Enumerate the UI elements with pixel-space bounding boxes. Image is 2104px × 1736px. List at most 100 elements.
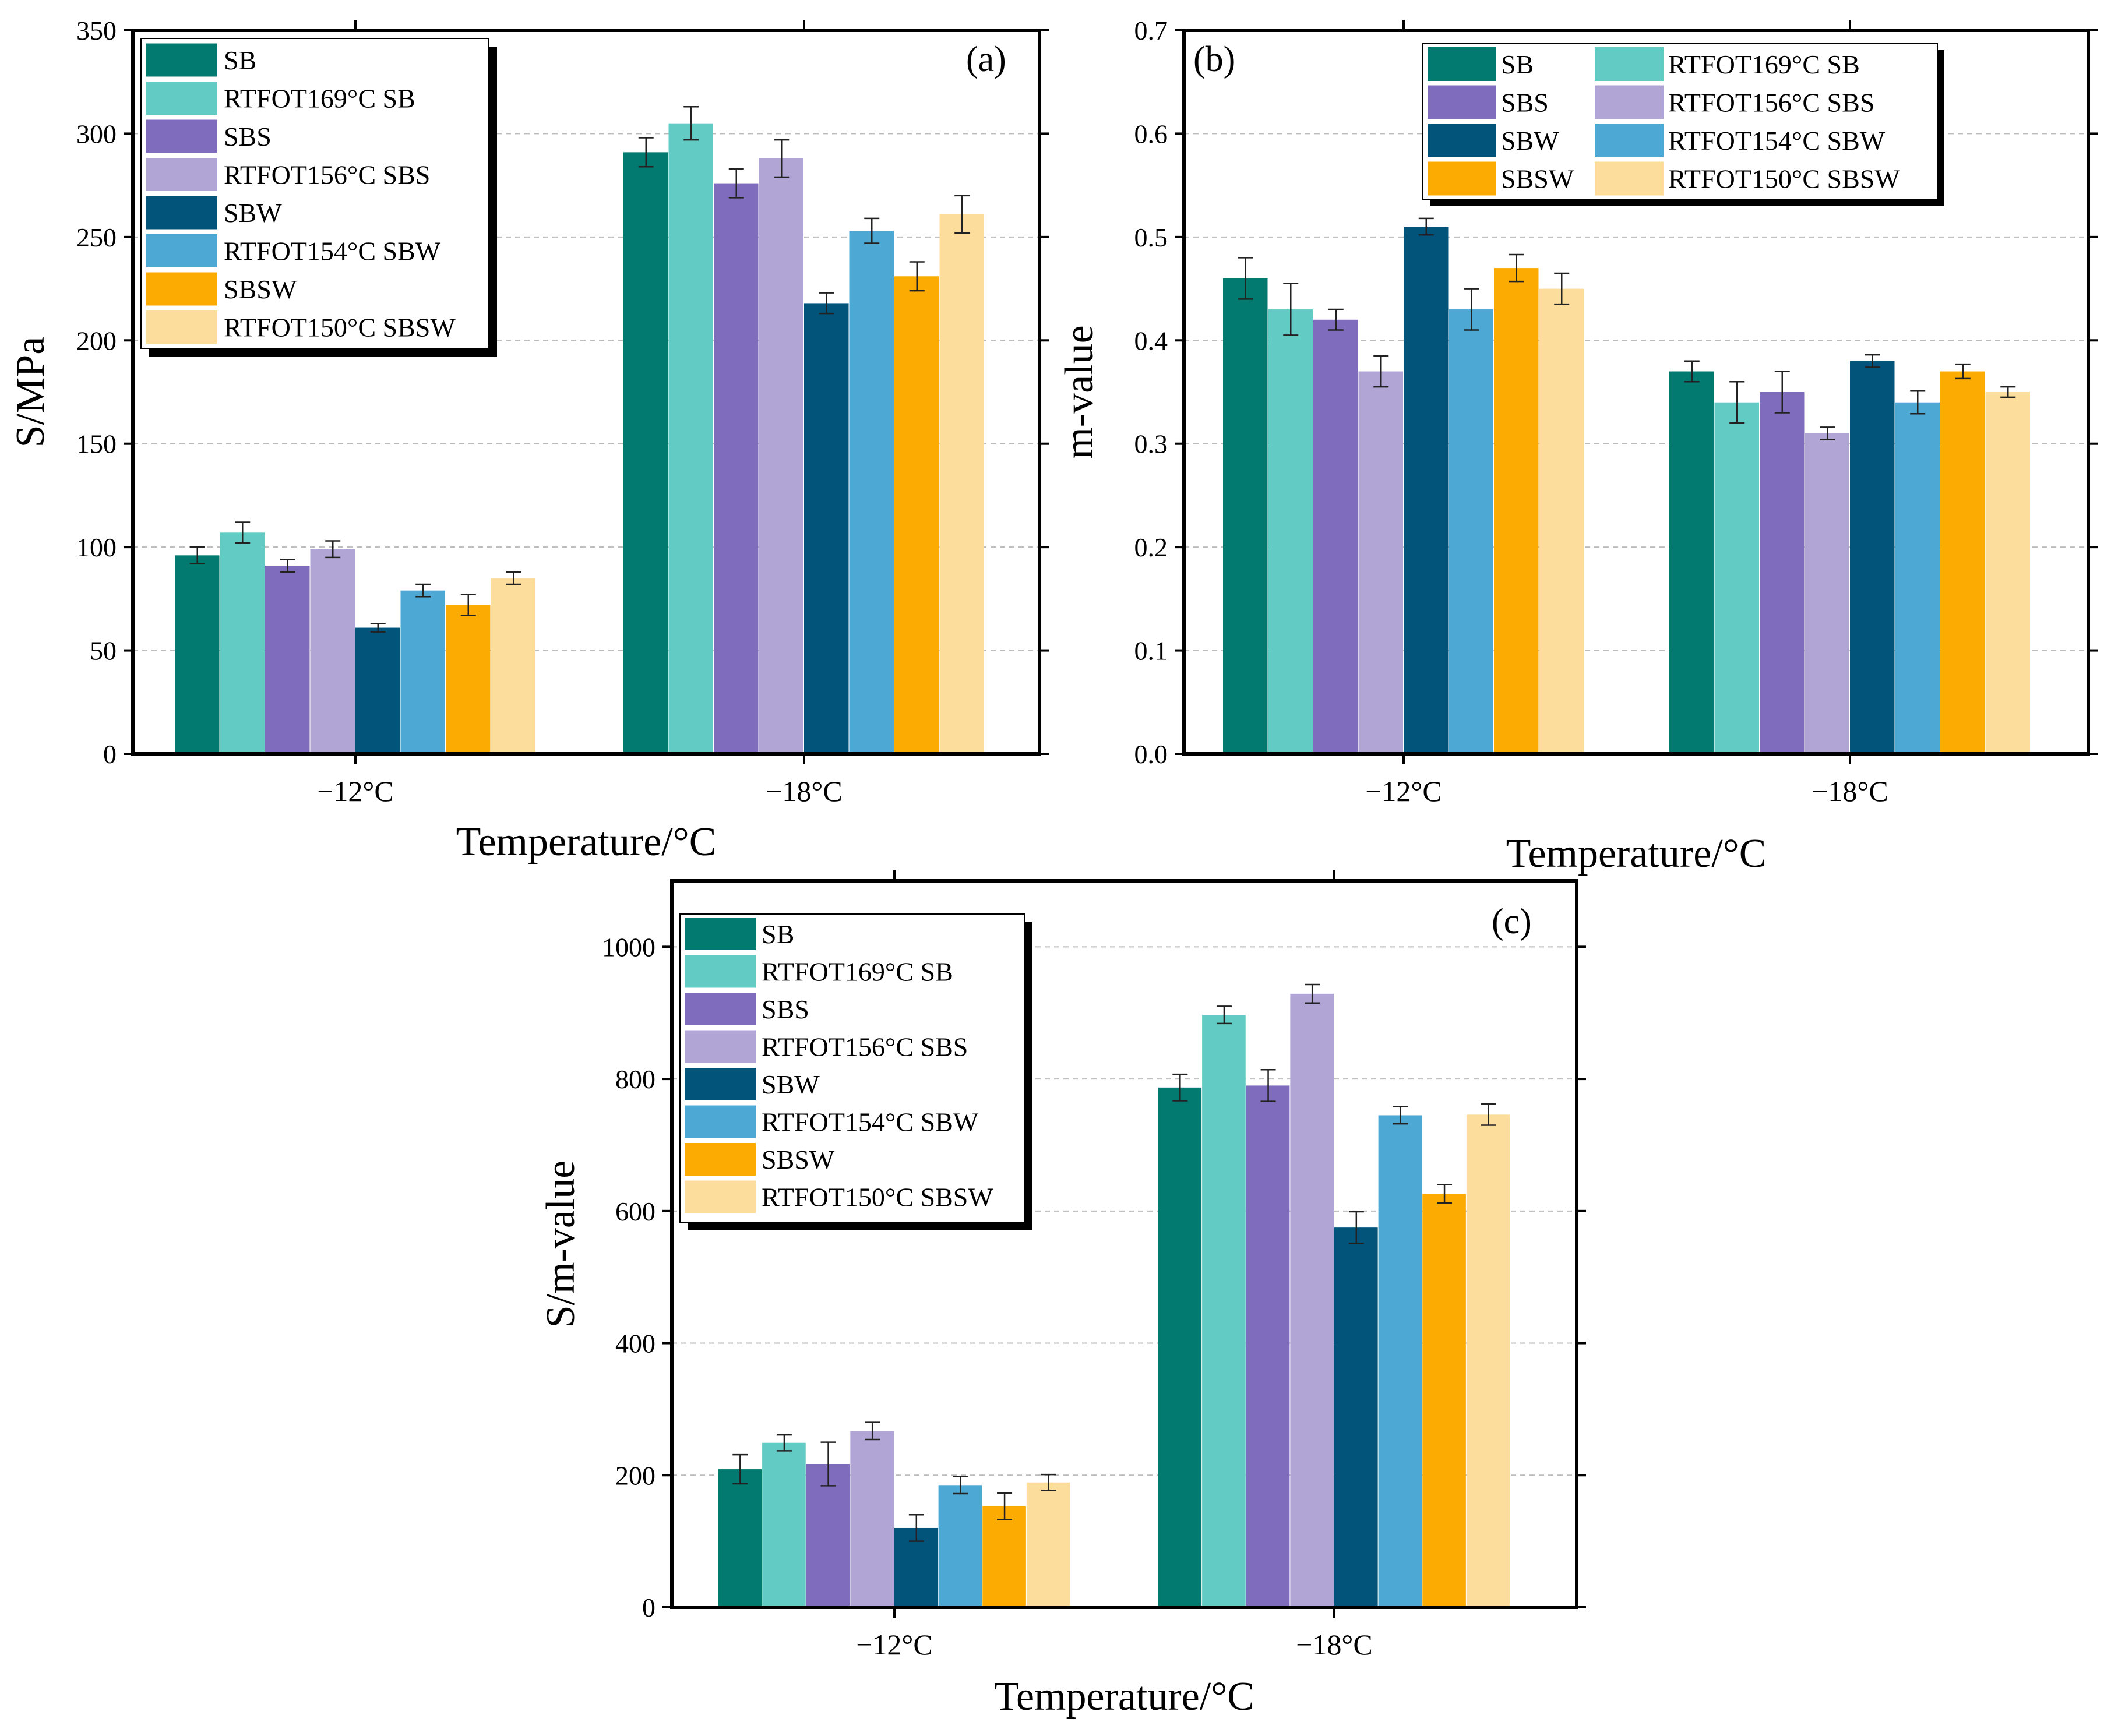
legend-label: RTFOT154°C SBW [1668, 126, 1886, 156]
panel-a-frame [131, 29, 1041, 756]
bar-rtfot150c-sbsw-12c [1539, 288, 1584, 754]
bar-sbs-12c [806, 1464, 850, 1607]
error-bar-sbs-12c [1328, 308, 1344, 331]
y-tick-label: 0.7 [1134, 16, 1168, 45]
bar-sb-18c [623, 152, 668, 754]
error-bar-sb-12c [732, 1453, 748, 1485]
panel-c-chart: 0 200 400 600 800 1000 −12°C −18°C Temperature/°… [538, 870, 1586, 1719]
error-bar-rtfot150c-sbsw-18c [954, 195, 970, 234]
error-bar-rtfot150c-sbsw-18c [2000, 386, 2016, 398]
legend-swatch [1595, 124, 1664, 157]
error-bar-rtfot169c-sb-18c [1216, 1005, 1232, 1025]
legend: SB RTFOT169°C SB SBS RTFOT156°C SBS SBW RTFOT… [679, 913, 1032, 1230]
legend-swatch [685, 1030, 756, 1063]
legend-label: SBSW [224, 274, 297, 304]
bar-sb-18c [1158, 1087, 1202, 1607]
legend-swatch [146, 43, 217, 77]
bar-sbsw-18c [1422, 1194, 1466, 1607]
y-tick-label: 100 [76, 532, 117, 562]
legend-item-sbw: SBW [146, 196, 282, 230]
legend-item-rtfot154c-sbw: RTFOT154°C SBW [685, 1105, 979, 1138]
bar-sb-18c [1669, 371, 1714, 754]
bar-rtfot156c-sbs-18c [759, 158, 803, 754]
bar-rtfot150c-sbsw-12c [1026, 1482, 1070, 1607]
bar-sbs-18c [1760, 392, 1805, 754]
legend-item-sbs: SBS [146, 119, 272, 153]
legend-item-sb: SB [146, 43, 256, 77]
error-bar-sbw-12c [908, 1514, 924, 1542]
y-tick-label: 250 [76, 223, 117, 252]
bar-rtfot150c-sbsw-18c [939, 214, 984, 754]
legend-swatch [146, 272, 217, 306]
panel-c-frame [670, 879, 1578, 1609]
error-bar-sbs-18c [1774, 371, 1790, 414]
bar-sb-12c [175, 555, 220, 754]
y-tick-label: 50 [90, 636, 117, 666]
bar-sbw-18c [804, 303, 849, 754]
x-axis-title: Temperature/°C [456, 820, 717, 865]
legend-swatch [1595, 161, 1664, 196]
error-bar-sb-18c [1684, 360, 1700, 383]
legend-swatch [1428, 161, 1496, 196]
legend-swatch [146, 196, 217, 230]
bar-sbsw-12c [1494, 268, 1539, 754]
error-bar-sbsw-12c [997, 1492, 1013, 1520]
y-tick-label: 0.1 [1134, 636, 1168, 666]
bar-rtfot156c-sbs-12c [1358, 371, 1403, 754]
legend-swatch [685, 993, 756, 1025]
error-bar-rtfot169c-sb-12c [776, 1434, 792, 1452]
legend-item-sbs: SBS [1428, 85, 1549, 119]
y-tick-label: 0.4 [1134, 326, 1168, 355]
error-bar-sbs-12c [820, 1441, 836, 1487]
y-tick-label: 150 [76, 429, 117, 459]
bar-rtfot169c-sb-12c [1268, 309, 1313, 754]
legend-item-rtfot156c-sbs: RTFOT156°C SBS [685, 1030, 968, 1063]
bar-sbsw-12c [982, 1506, 1026, 1607]
y-tick-label: 200 [615, 1460, 655, 1490]
legend-item-rtfot156c-sbs: RTFOT156°C SBS [1595, 85, 1874, 119]
error-bar-sbw-12c [1418, 217, 1434, 236]
bar-sbsw-12c [446, 605, 491, 754]
legend-label: SBS [762, 994, 809, 1024]
bar-rtfot154c-sbw-18c [849, 231, 894, 754]
bar-sbs-12c [1313, 319, 1358, 754]
legend-label: RTFOT156°C SBS [1668, 88, 1874, 118]
legend-label: SB [224, 45, 256, 75]
error-bar-sb-18c [1172, 1073, 1188, 1102]
legend-swatch [685, 918, 756, 950]
bar-rtfot156c-sbs-18c [1805, 433, 1849, 754]
legend-swatch [1595, 85, 1664, 119]
bar-rtfot150c-sbsw-18c [1466, 1114, 1510, 1607]
error-bar-rtfot156c-sbs-18c [1305, 983, 1320, 1004]
legend-label: SBW [1501, 126, 1559, 156]
error-bar-sb-18c [638, 137, 654, 168]
panel-label: (a) [966, 40, 1006, 79]
legend-label: SBW [762, 1070, 820, 1099]
error-bar-sb-12c [1238, 257, 1253, 300]
legend-swatch [1428, 124, 1496, 157]
legend-label: SBS [224, 122, 272, 151]
y-tick-label: 0.6 [1134, 119, 1168, 149]
bar-rtfot154c-sbw-12c [938, 1485, 982, 1607]
bar-rtfot156c-sbs-12c [310, 549, 355, 754]
bar-rtfot150c-sbsw-18c [1985, 392, 2030, 754]
panel-b-chart: 0.0 0.1 0.2 0.3 0.4 0.5 0.6 0.7 −12°C −18°C Temper… [1057, 16, 2098, 876]
bar-sbs-18c [714, 183, 759, 754]
bar-rtfot154c-sbw-12c [1449, 309, 1493, 754]
error-bar-sbw-18c [1348, 1211, 1364, 1244]
legend-item-rtfot169c-sb: RTFOT169°C SB [685, 955, 953, 988]
legend-label: SBW [224, 198, 282, 228]
error-bar-rtfot150c-sbsw-12c [506, 571, 521, 585]
y-axis-title: m-value [1057, 325, 1102, 458]
bar-sb-12c [718, 1469, 762, 1607]
error-bar-sbw-12c [370, 623, 386, 633]
legend-swatch [685, 1105, 756, 1138]
legend-swatch [1595, 47, 1664, 81]
legend-item-sb: SB [1428, 47, 1534, 81]
legend-item-rtfot169c-sb: RTFOT169°C SB [1595, 47, 1860, 81]
y-tick-label: 600 [615, 1197, 655, 1226]
error-bar-sbs-12c [280, 559, 295, 573]
error-bar-rtfot154c-sbw-12c [953, 1476, 968, 1495]
bar-sbs-18c [1246, 1085, 1290, 1607]
legend-label: RTFOT154°C SBW [762, 1107, 979, 1137]
